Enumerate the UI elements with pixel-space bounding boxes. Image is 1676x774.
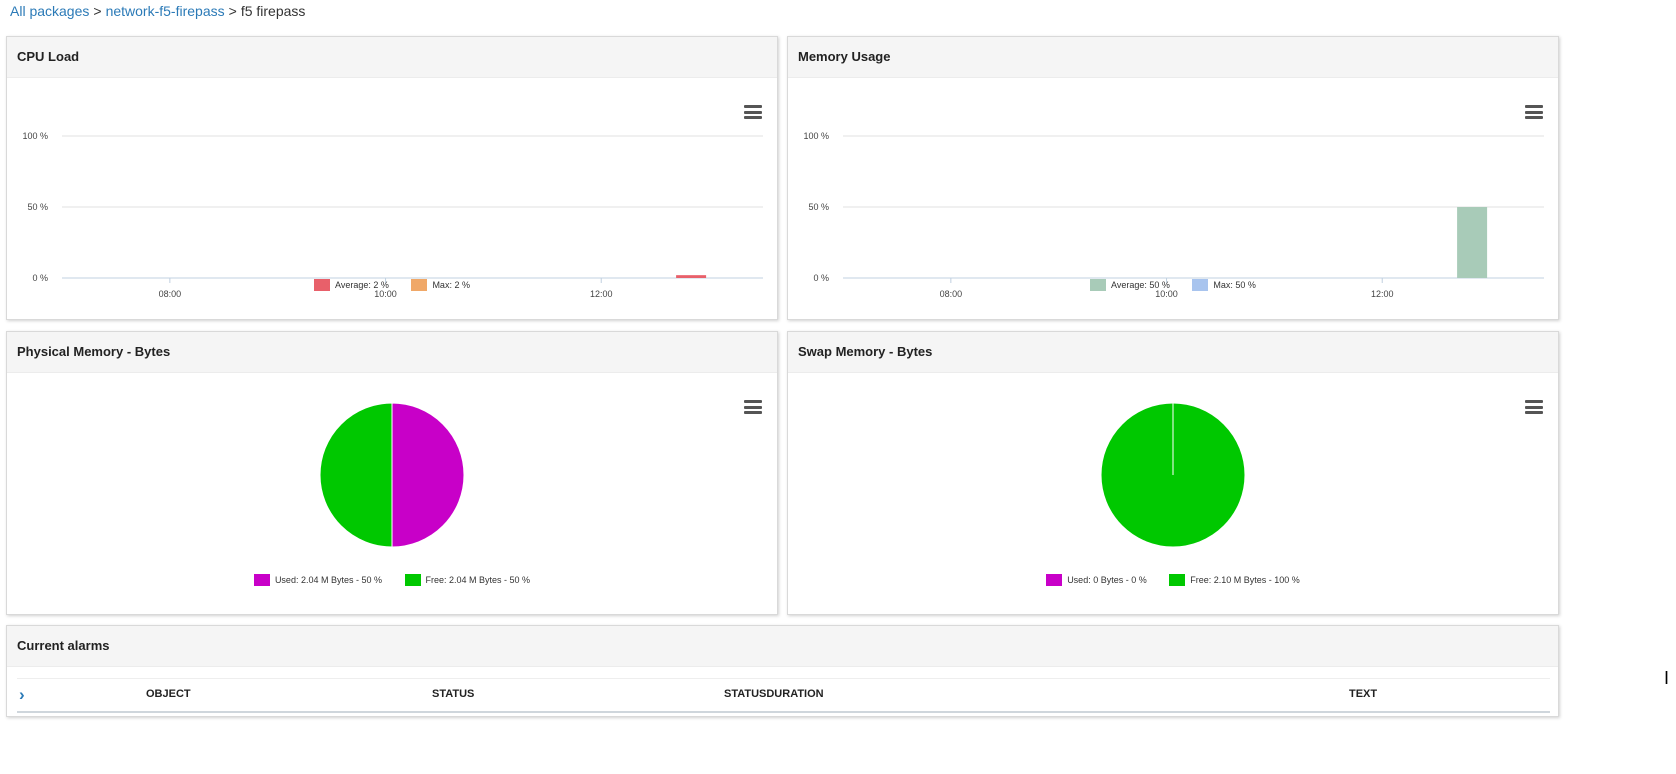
current-alarms-title: Current alarms — [7, 626, 1558, 667]
cpu-load-chart: 0 % 50 % 100 % 08:00 10:00 12:00 — [22, 131, 763, 299]
cpu-load-panel: CPU Load 0 % 50 % 100 % 08:00 10:00 12:00 Ave… — [6, 36, 778, 320]
x-tick-label: 08:00 — [940, 289, 963, 299]
chart-menu-icon[interactable] — [744, 400, 762, 414]
chart-menu-icon[interactable] — [1525, 400, 1543, 414]
legend-item-used[interactable]: Used: 0 Bytes - 0 % — [1046, 574, 1147, 586]
legend-item-free[interactable]: Free: 2.10 M Bytes - 100 % — [1169, 574, 1300, 586]
legend-label: Used: 2.04 M Bytes - 50 % — [274, 575, 382, 585]
breadcrumb-separator: > — [228, 3, 237, 19]
breadcrumb-package-link[interactable]: network-f5-firepass — [105, 3, 225, 19]
text-cursor-icon: I — [1664, 668, 1670, 688]
breadcrumb: All packages > network-f5-firepass > f5 fire… — [10, 2, 305, 20]
physical-memory-legend: Used: 2.04 M Bytes - 50 % Free: 2.04 M B… — [7, 574, 777, 586]
alarms-table: › OBJECT STATUS STATUSDURATION TEXT — [17, 678, 1550, 713]
legend-item-max[interactable]: Max: 50 % — [1192, 279, 1256, 291]
swap-memory-legend: Used: 0 Bytes - 0 % Free: 2.10 M Bytes -… — [788, 574, 1558, 586]
legend-swatch — [1192, 279, 1209, 291]
y-tick-label: 50 % — [808, 202, 829, 212]
pie-slice-free — [319, 402, 393, 548]
current-alarms-panel: Current alarms › OBJECT STATUS STATUSDUR… — [6, 625, 1559, 717]
legend-label: Free: 2.04 M Bytes - 50 % — [425, 575, 531, 585]
swap-memory-panel: Swap Memory - Bytes Used: 0 Bytes - 0 % … — [787, 331, 1559, 615]
legend-label: Free: 2.10 M Bytes - 100 % — [1190, 575, 1300, 585]
y-tick-label: 0 % — [813, 273, 829, 283]
legend-item-average[interactable]: Average: 50 % — [1090, 279, 1170, 291]
y-tick-label: 100 % — [22, 131, 48, 141]
legend-swatch — [404, 574, 421, 586]
bar — [1457, 207, 1488, 278]
x-tick-label: 08:00 — [159, 289, 182, 299]
x-tick-label: 10:00 — [374, 289, 397, 299]
physical-memory-pie — [319, 402, 465, 548]
bar — [676, 275, 707, 278]
legend-swatch — [253, 574, 270, 586]
chart-menu-icon[interactable] — [1525, 105, 1543, 119]
legend-item-average[interactable]: Average: 2 % — [314, 279, 389, 291]
memory-usage-panel: Memory Usage 0 % 50 % 100 % 08:00 10:00 12:00… — [787, 36, 1559, 320]
pie-slice-used — [391, 402, 465, 548]
cpu-load-title: CPU Load — [7, 37, 777, 78]
cpu-load-legend: Average: 2 % Max: 2 % — [7, 279, 777, 291]
y-tick-label: 50 % — [27, 202, 48, 212]
swap-memory-title: Swap Memory - Bytes — [788, 332, 1558, 373]
legend-swatch — [1169, 574, 1186, 586]
legend-label: Max: 2 % — [432, 280, 470, 290]
memory-usage-title: Memory Usage — [788, 37, 1558, 78]
legend-label: Max: 50 % — [1213, 280, 1256, 290]
physical-memory-panel: Physical Memory - Bytes Used: 2.04 M Byt… — [6, 331, 778, 615]
column-header-text[interactable]: TEXT — [1349, 688, 1378, 700]
memory-usage-legend: Average: 50 % Max: 50 % — [788, 279, 1558, 291]
legend-item-free[interactable]: Free: 2.04 M Bytes - 50 % — [404, 574, 531, 586]
y-tick-label: 0 % — [32, 273, 48, 283]
alarms-table-header: › OBJECT STATUS STATUSDURATION TEXT — [17, 678, 1550, 713]
legend-item-max[interactable]: Max: 2 % — [411, 279, 470, 291]
swap-memory-pie — [1100, 402, 1246, 548]
breadcrumb-all-packages-link[interactable]: All packages — [10, 3, 90, 19]
legend-label: Average: 50 % — [1111, 280, 1170, 290]
legend-swatch — [1046, 574, 1063, 586]
legend-swatch — [1090, 279, 1107, 291]
breadcrumb-separator: > — [93, 3, 102, 19]
y-tick-label: 100 % — [803, 131, 829, 141]
physical-memory-title: Physical Memory - Bytes — [7, 332, 777, 373]
column-header-statusduration[interactable]: STATUSDURATION — [724, 688, 824, 700]
memory-usage-chart: 0 % 50 % 100 % 08:00 10:00 12:00 — [803, 131, 1544, 299]
legend-label: Used: 0 Bytes - 0 % — [1067, 575, 1147, 585]
chart-menu-icon[interactable] — [744, 105, 762, 119]
legend-item-used[interactable]: Used: 2.04 M Bytes - 50 % — [253, 574, 382, 586]
breadcrumb-current: f5 firepass — [240, 3, 306, 19]
column-header-status[interactable]: STATUS — [432, 688, 475, 700]
x-tick-label: 12:00 — [590, 289, 613, 299]
x-tick-label: 12:00 — [1371, 289, 1394, 299]
legend-label: Average: 2 % — [335, 280, 389, 290]
chevron-right-icon[interactable]: › — [19, 685, 25, 704]
column-header-object[interactable]: OBJECT — [146, 688, 191, 700]
legend-swatch — [411, 279, 428, 291]
x-tick-label: 10:00 — [1155, 289, 1178, 299]
legend-swatch — [314, 279, 331, 291]
